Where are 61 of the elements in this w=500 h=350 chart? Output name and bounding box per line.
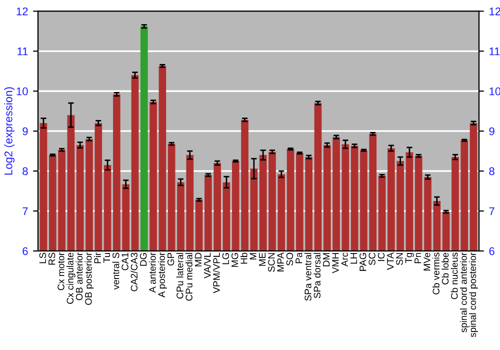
x-tick-label: CA2/CA3	[130, 252, 138, 292]
x-tick-label: SPa ventral	[304, 252, 312, 301]
x-tick-label: OB anterior	[76, 252, 83, 300]
x-tick-label: OB posterior	[84, 252, 94, 305]
x-tick-label: MD	[194, 252, 202, 266]
x-tick-label: MVe	[424, 252, 430, 270]
y-tick-label: 11	[18, 48, 28, 56]
y-axis-title: Log2 (expression)	[4, 87, 15, 175]
y-tick-label: 8	[22, 167, 28, 176]
x-tick-label: Cx motor	[58, 252, 64, 290]
x-tick-label: LG	[222, 253, 230, 264]
x-tick-label: spinal cord posterior	[469, 252, 478, 338]
x-tick-label: VTA	[387, 252, 394, 270]
y2-tick-label: 7	[489, 207, 494, 216]
y-tick-label: 12	[16, 7, 28, 16]
x-tick-label: MPA	[277, 252, 284, 272]
x-tick-label: RS	[48, 252, 56, 265]
x-tick-label: CPu medial	[185, 252, 192, 301]
y2-tick-label: 11	[490, 48, 500, 56]
x-tick-label: Tg	[405, 252, 414, 264]
x-tick-label: Cb nucleus	[450, 252, 458, 300]
x-tick-label: Arc	[341, 252, 348, 266]
x-tick-label: LH	[350, 253, 358, 264]
x-tick-label: spinal cord anterior	[460, 252, 469, 332]
x-tick-label: CA1	[122, 252, 128, 270]
x-tick-label: VPM/VPL	[212, 252, 220, 294]
x-tick-label: Hb	[240, 252, 248, 264]
x-tick-label: Cb lobe	[442, 252, 449, 284]
y-tick-label: 10	[16, 87, 28, 96]
x-tick-label: DG	[140, 253, 147, 266]
x-tick-label: GP	[167, 252, 174, 266]
x-tick-label: PAG	[360, 253, 366, 271]
x-tick-label: M	[250, 253, 256, 260]
x-tick-label: SC	[368, 252, 376, 266]
y-tick-label: 7	[22, 207, 28, 216]
x-tick-label: Pa	[296, 252, 302, 264]
x-tick-label: MG	[231, 253, 238, 267]
x-tick-label: SN	[396, 253, 403, 266]
x-tick-label: A posterior	[158, 252, 167, 298]
x-tick-label: VMH	[332, 253, 339, 274]
y-tick-label: 9	[22, 127, 28, 136]
y-tick-label: 6	[22, 247, 28, 256]
x-tick-label: SPa dorsal	[314, 252, 321, 298]
x-tick-label: Cx cingulate	[66, 252, 76, 304]
y2-tick-label: 9	[489, 127, 494, 136]
x-tick-label: SO	[286, 252, 294, 266]
x-tick-label: Pir	[94, 252, 101, 264]
y2-tick-label: 6	[489, 247, 494, 256]
x-tick-label: SCN	[268, 253, 275, 272]
x-tick-label: Pn	[414, 252, 422, 264]
x-tick-label: CPu lateral	[176, 252, 184, 299]
x-tick-label: ventral S	[112, 252, 120, 290]
x-tick-label: Cb vermis	[432, 252, 440, 294]
x-tick-label: VA/VL	[204, 252, 211, 278]
x-tick-label: ME	[259, 252, 266, 266]
x-tick-label: IC	[378, 252, 385, 261]
y2-tick-label: 8	[489, 167, 494, 176]
x-tick-label: Tu	[103, 252, 110, 263]
x-tick-label: LS	[39, 252, 46, 264]
x-tick-label: DM	[323, 253, 330, 266]
x-tick-label: A anterior	[148, 252, 156, 293]
